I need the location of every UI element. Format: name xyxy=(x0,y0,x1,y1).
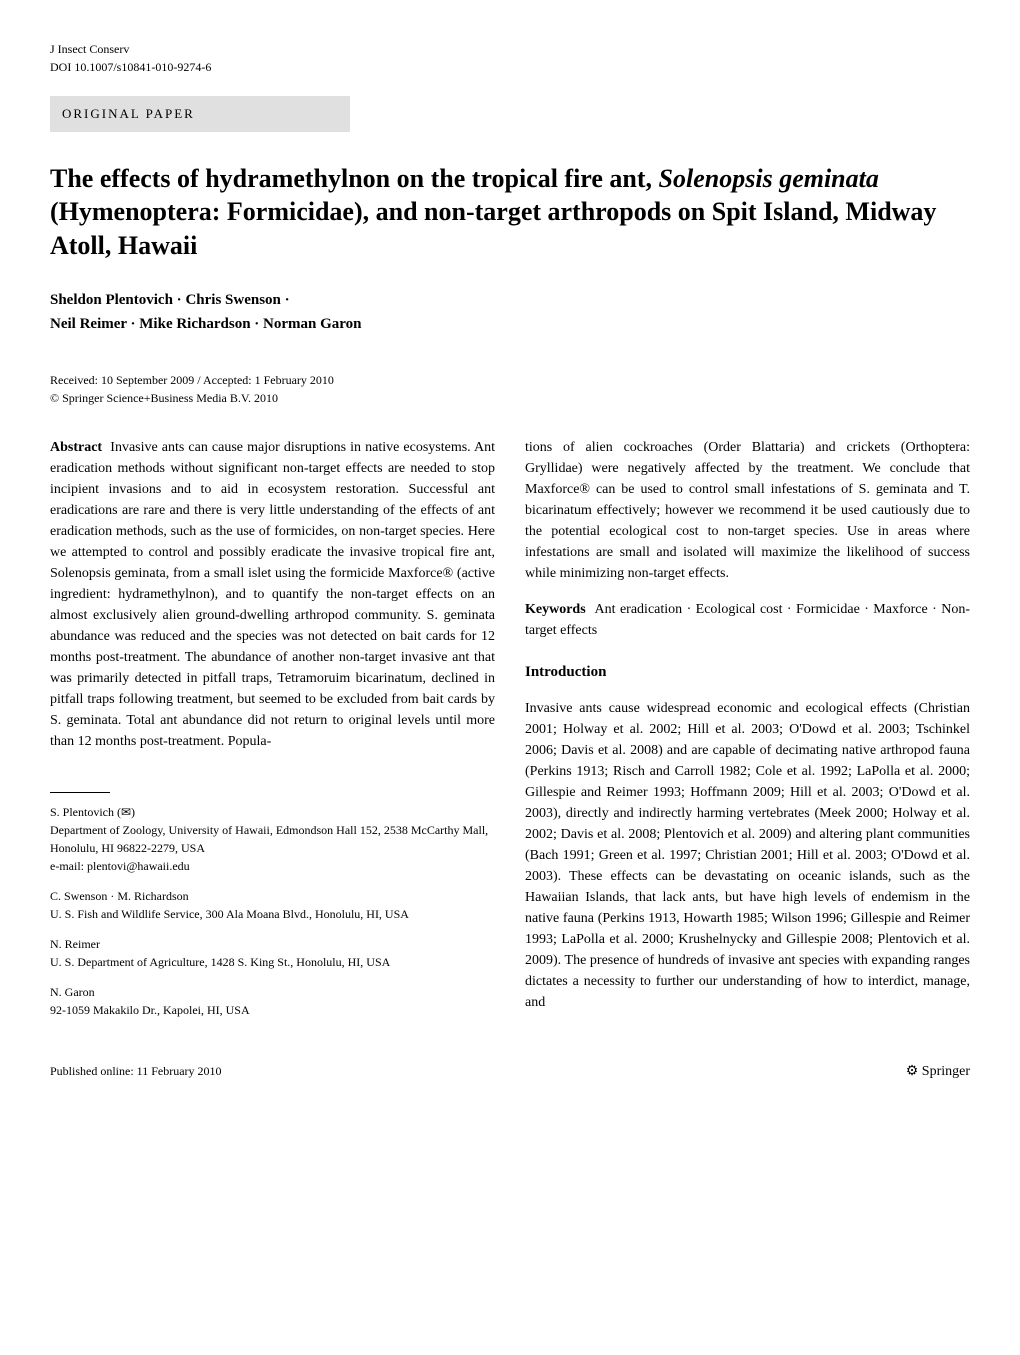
affiliation-2: C. Swenson · M. Richardson U. S. Fish an… xyxy=(50,887,495,923)
authors-line-2: Neil Reimer · Mike Richardson · Norman G… xyxy=(50,312,970,336)
keywords-text: Ant eradication · Ecological cost · Form… xyxy=(525,602,970,638)
left-column: Abstract Invasive ants can cause major d… xyxy=(50,437,495,1031)
affiliation-4: N. Garon 92-1059 Makakilo Dr., Kapolei, … xyxy=(50,983,495,1019)
abstract-text-left: Invasive ants can cause major disruption… xyxy=(50,440,495,749)
springer-text: Springer xyxy=(922,1064,970,1079)
abstract-paragraph: Abstract Invasive ants can cause major d… xyxy=(50,437,495,752)
published-online: Published online: 11 February 2010 xyxy=(50,1062,222,1080)
affiliations-block: S. Plentovich (✉) Department of Zoology,… xyxy=(50,792,495,1019)
abstract-text-right: tions of alien cockroaches (Order Blatta… xyxy=(525,437,970,584)
affiliation-3: N. Reimer U. S. Department of Agricultur… xyxy=(50,935,495,971)
keywords-label: Keywords xyxy=(525,602,586,617)
springer-logo: ⚙ Springer xyxy=(906,1061,970,1082)
affiliation-4-name: N. Garon xyxy=(50,983,495,1001)
abstract-label: Abstract xyxy=(50,440,102,455)
copyright: © Springer Science+Business Media B.V. 2… xyxy=(50,389,970,407)
journal-header: J Insect Conserv DOI 10.1007/s10841-010-… xyxy=(50,40,970,76)
affiliation-1-email: e-mail: plentovi@hawaii.edu xyxy=(50,857,495,875)
introduction-text: Invasive ants cause widespread economic … xyxy=(525,698,970,1013)
content-columns: Abstract Invasive ants can cause major d… xyxy=(50,437,970,1031)
affiliation-3-name: N. Reimer xyxy=(50,935,495,953)
affiliation-2-name: C. Swenson · M. Richardson xyxy=(50,887,495,905)
journal-name: J Insect Conserv xyxy=(50,40,970,58)
right-column: tions of alien cockroaches (Order Blatta… xyxy=(525,437,970,1031)
affiliation-3-dept: U. S. Department of Agriculture, 1428 S.… xyxy=(50,953,495,971)
page-footer: Published online: 11 February 2010 ⚙ Spr… xyxy=(50,1061,970,1082)
doi: DOI 10.1007/s10841-010-9274-6 xyxy=(50,58,970,76)
affiliation-1-dept: Department of Zoology, University of Haw… xyxy=(50,821,495,857)
authors-block: Sheldon Plentovich · Chris Swenson · Nei… xyxy=(50,288,970,336)
keywords-paragraph: Keywords Ant eradication · Ecological co… xyxy=(525,599,970,641)
authors-line-1: Sheldon Plentovich · Chris Swenson · xyxy=(50,288,970,312)
dates-block: Received: 10 September 2009 / Accepted: … xyxy=(50,371,970,407)
affiliation-4-dept: 92-1059 Makakilo Dr., Kapolei, HI, USA xyxy=(50,1001,495,1019)
received-accepted: Received: 10 September 2009 / Accepted: … xyxy=(50,371,970,389)
affiliation-1: S. Plentovich (✉) Department of Zoology,… xyxy=(50,803,495,875)
affiliation-2-dept: U. S. Fish and Wildlife Service, 300 Ala… xyxy=(50,905,495,923)
paper-title: The effects of hydramethylnon on the tro… xyxy=(50,162,970,263)
springer-icon: ⚙ xyxy=(906,1064,919,1079)
introduction-heading: Introduction xyxy=(525,661,970,684)
affiliation-1-name: S. Plentovich (✉) xyxy=(50,803,495,821)
paper-type-label: ORIGINAL PAPER xyxy=(50,96,350,132)
